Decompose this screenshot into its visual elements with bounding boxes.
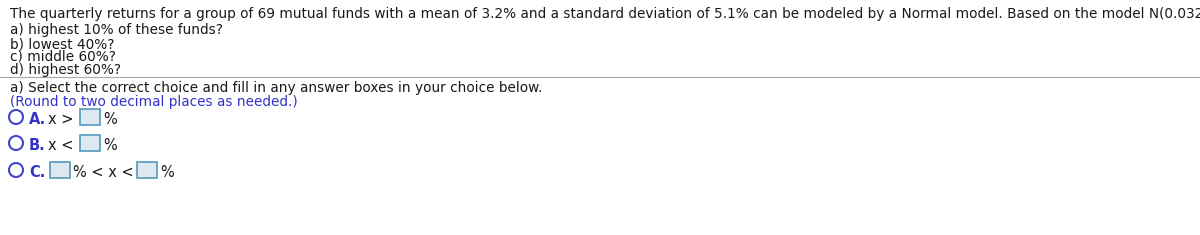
Text: %: % [103,138,116,153]
Text: a) highest 10% of these funds?: a) highest 10% of these funds? [10,23,223,37]
Text: % < x <: % < x < [73,165,133,180]
FancyBboxPatch shape [80,135,100,151]
Text: B.: B. [29,138,46,153]
Text: a) Select the correct choice and fill in any answer boxes in your choice below.: a) Select the correct choice and fill in… [10,81,542,95]
Text: A.: A. [29,112,47,127]
Text: x <: x < [48,138,73,153]
FancyBboxPatch shape [80,109,100,125]
FancyBboxPatch shape [137,162,157,178]
Text: C.: C. [29,165,46,180]
Text: d) highest 60%?: d) highest 60%? [10,63,121,77]
Text: The quarterly returns for a group of 69 mutual funds with a mean of 3.2% and a s: The quarterly returns for a group of 69 … [10,7,1200,21]
FancyBboxPatch shape [50,162,70,178]
Text: %: % [103,112,116,127]
Text: c) middle 60%?: c) middle 60%? [10,50,116,64]
Text: %: % [160,165,174,180]
Text: b) lowest 40%?: b) lowest 40%? [10,37,114,51]
Text: (Round to two decimal places as needed.): (Round to two decimal places as needed.) [10,95,298,109]
Text: x >: x > [48,112,73,127]
